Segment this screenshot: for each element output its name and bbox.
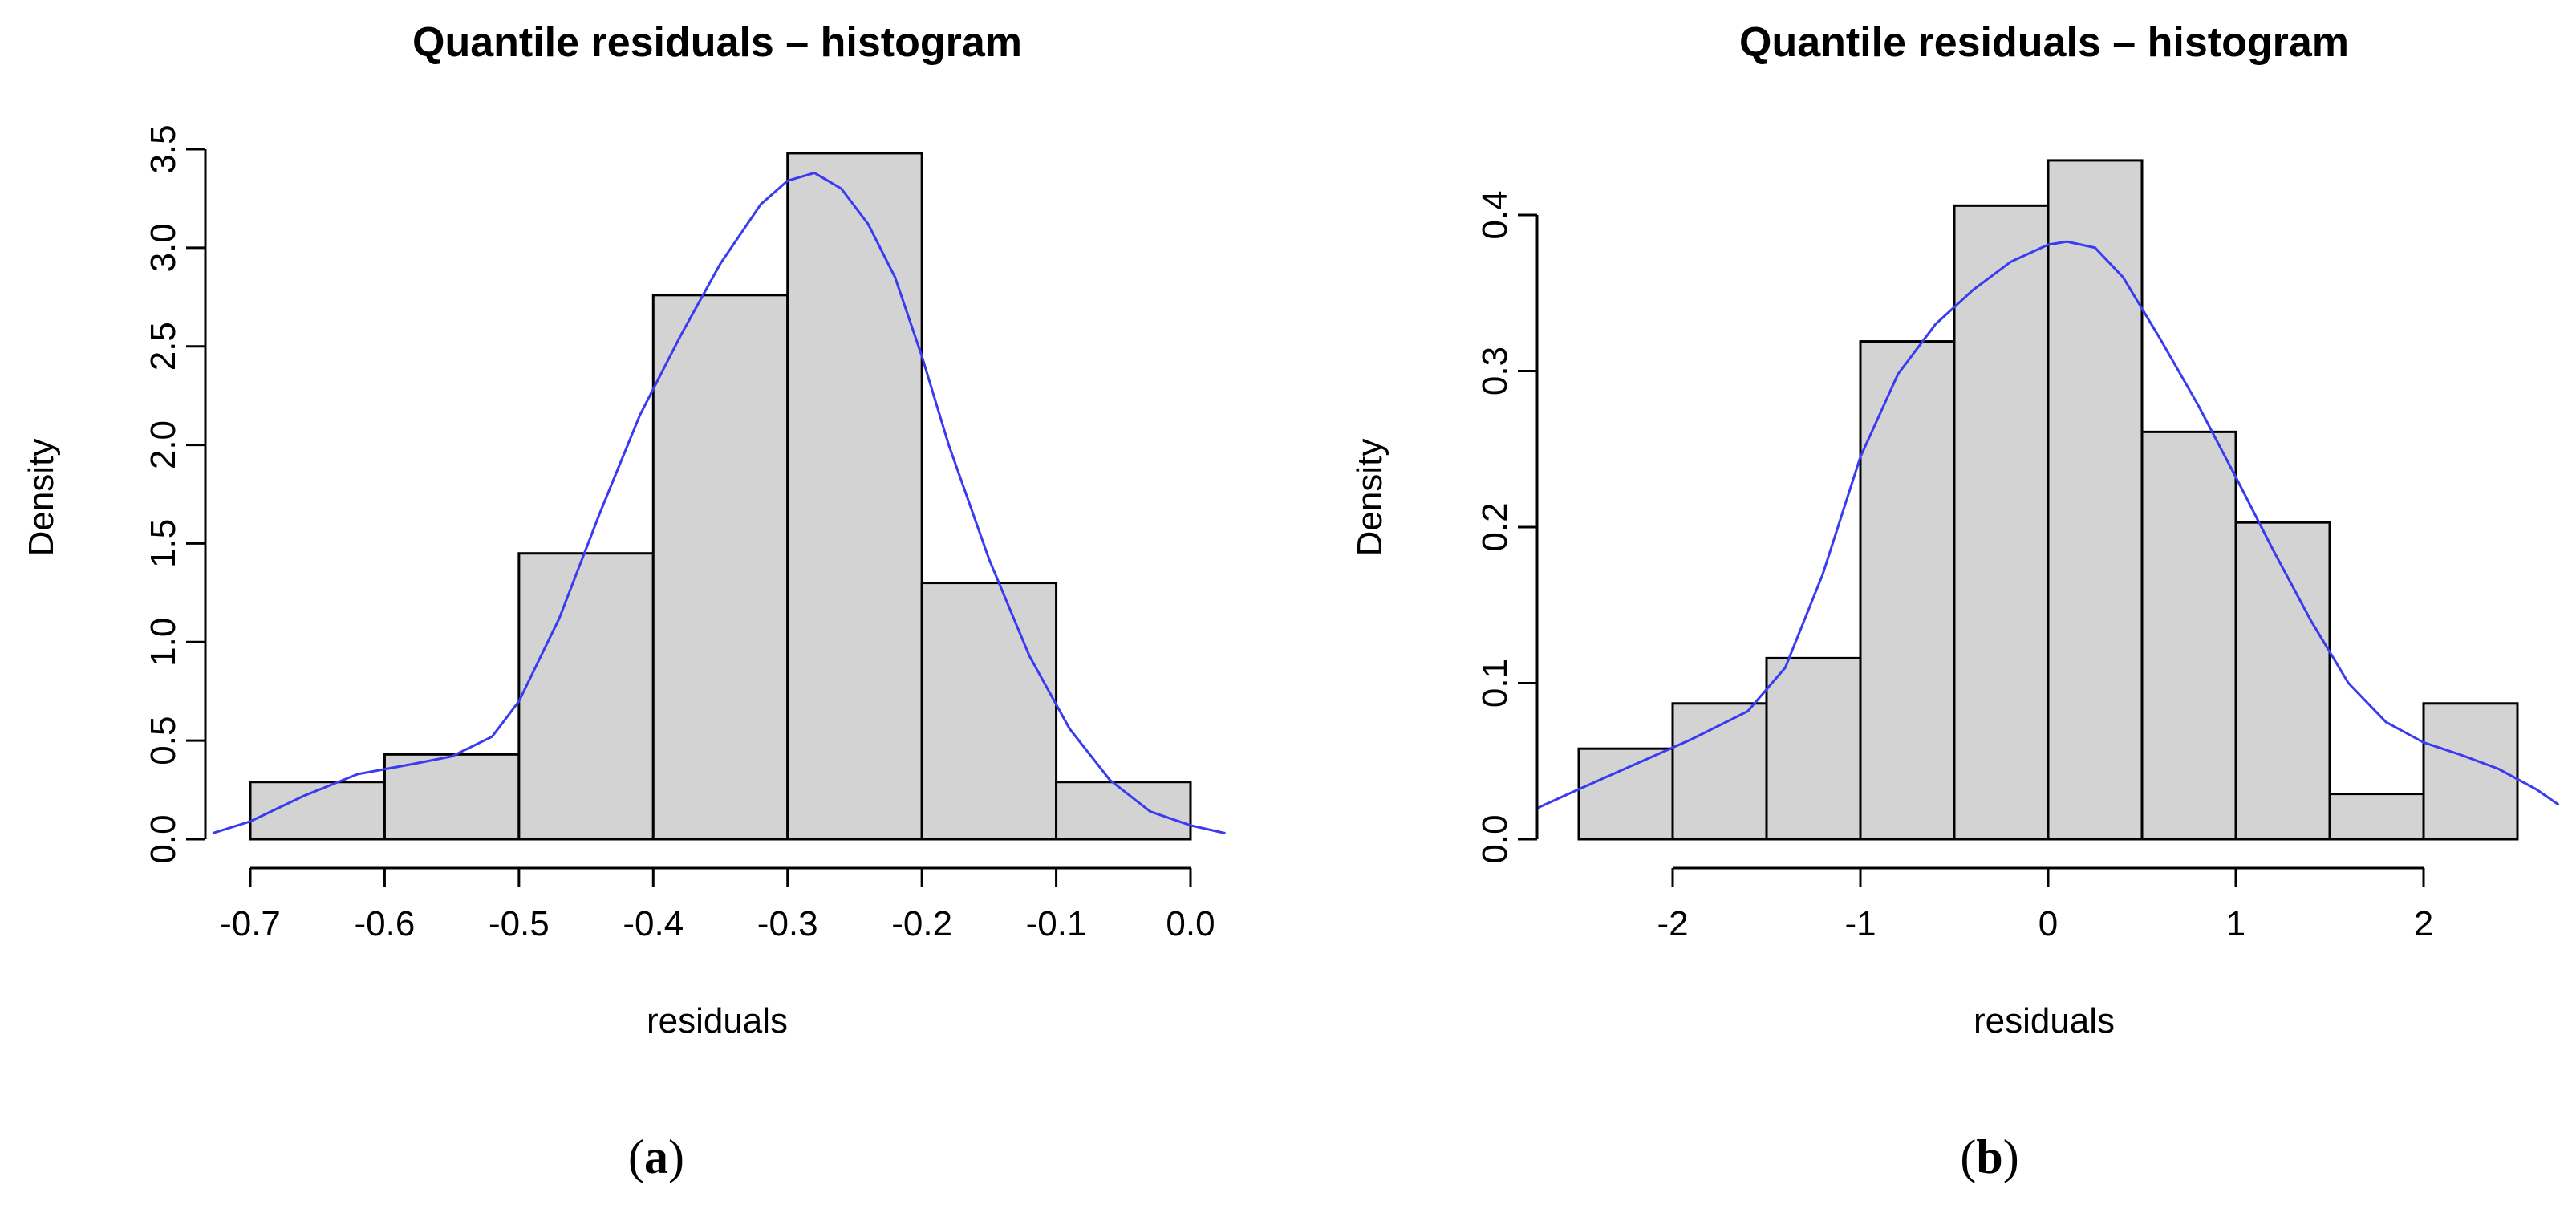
x-tick-label: -0.1	[1026, 904, 1087, 943]
x-axis: -0.7 -0.6 -0.5 -0.4 -0.3 -0.2 -0.1 0.0	[220, 866, 1215, 943]
y-tick-label: 0.1	[1475, 659, 1515, 708]
histogram-bar	[1765, 656, 1862, 841]
histogram-bar	[651, 294, 789, 841]
x-tick-label: -0.5	[489, 904, 550, 943]
histogram-bar	[2047, 159, 2144, 841]
x-tick-label: -1	[1844, 904, 1876, 943]
x-tick-label: -0.6	[355, 904, 416, 943]
x-axis-label: residuals	[647, 1001, 788, 1041]
histogram-bar	[517, 552, 655, 841]
y-tick-label: 0.4	[1475, 190, 1515, 239]
x-tick-label: 2	[2414, 904, 2433, 943]
bars-group	[249, 152, 1192, 841]
density-curve	[1536, 240, 2560, 809]
density-curve-group	[1536, 240, 2560, 809]
y-tick-label: 2.0	[144, 420, 183, 469]
y-tick-label: 2.5	[144, 322, 183, 371]
y-tick-label: 1.0	[144, 618, 183, 667]
chart-title: Quantile residuals – histogram	[412, 19, 1022, 66]
histogram-bar	[1671, 702, 1768, 841]
histogram-panel-a: Quantile residuals – histogram Density r…	[22, 19, 1226, 1183]
histogram-panel-b: Quantile residuals – histogram Density r…	[1350, 19, 2560, 1183]
x-tick-label: -0.7	[220, 904, 281, 943]
caption-letter: a	[644, 1130, 668, 1183]
x-tick-label: -0.2	[891, 904, 952, 943]
y-tick-label: 3.5	[144, 124, 183, 173]
histogram-bar	[2328, 793, 2425, 841]
histogram-bar	[920, 582, 1058, 841]
x-tick-label: 0.0	[1166, 904, 1215, 943]
bars-group	[1577, 159, 2519, 841]
y-axis: 0.0 0.1 0.2 0.3 0.4	[1475, 190, 1539, 864]
histogram-bar	[1953, 204, 2050, 841]
y-tick-label: 0.3	[1475, 347, 1515, 396]
x-tick-label: -2	[1657, 904, 1688, 943]
x-tick-label: 1	[2226, 904, 2245, 943]
y-axis-label: Density	[1350, 439, 1389, 557]
y-tick-label: 0.5	[144, 716, 183, 765]
y-tick-label: 0.0	[1475, 814, 1515, 863]
y-tick-label: 0.0	[144, 814, 183, 863]
histogram-bar	[2234, 521, 2331, 841]
panel-caption: (a)	[628, 1130, 684, 1183]
caption-close: )	[2003, 1130, 2019, 1183]
y-tick-label: 3.0	[144, 223, 183, 272]
caption-close: )	[668, 1130, 684, 1183]
chart-title: Quantile residuals – histogram	[1739, 19, 2349, 66]
x-axis-label: residuals	[1974, 1001, 2115, 1041]
histogram-bar	[2140, 430, 2237, 841]
caption-open: (	[1960, 1130, 1976, 1183]
histogram-bar	[1859, 340, 1956, 841]
x-tick-label: -0.3	[757, 904, 818, 943]
caption-letter: b	[1976, 1130, 2002, 1183]
histogram-bar	[1577, 747, 1674, 841]
x-tick-label: 0	[2038, 904, 2058, 943]
y-tick-label: 1.5	[144, 519, 183, 568]
y-tick-label: 0.2	[1475, 502, 1515, 551]
x-axis: -2 -1 0 1 2	[1657, 866, 2433, 943]
caption-open: (	[628, 1130, 644, 1183]
histogram-bar	[383, 753, 521, 841]
y-axis-label: Density	[22, 439, 61, 557]
density-curve	[212, 171, 1226, 835]
y-axis: 0.0 0.5 1.0 1.5 2.0 2.5 3.0 3.5	[144, 124, 207, 864]
density-curve-group	[212, 171, 1226, 835]
panel-caption: (b)	[1960, 1130, 2018, 1183]
x-tick-label: -0.4	[623, 904, 684, 943]
histogram-bar	[786, 152, 923, 841]
